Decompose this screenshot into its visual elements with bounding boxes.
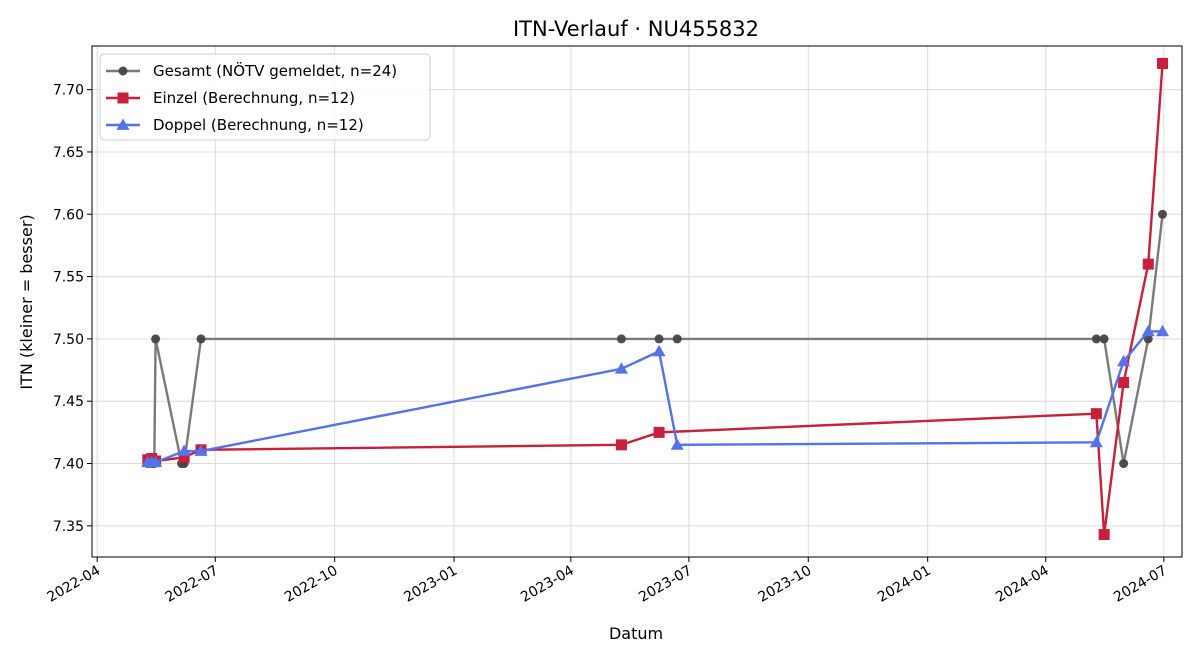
data-point-einzel	[1157, 57, 1169, 69]
data-point-gesamt	[1119, 459, 1129, 469]
data-point-doppel	[1117, 354, 1131, 367]
data-point-einzel	[615, 439, 627, 451]
legend-label-doppel: Doppel (Berechnung, n=12)	[153, 116, 364, 134]
data-point-doppel	[614, 362, 628, 374]
series-line-doppel	[147, 330, 1163, 464]
legend-label-einzel: Einzel (Berechnung, n=12)	[153, 89, 355, 107]
chart-title: ITN-Verlauf · NU455832	[513, 17, 759, 41]
x-tick-label: 2022-10	[282, 563, 341, 606]
x-tick-label: 2022-07	[163, 563, 222, 606]
data-point-gesamt	[1099, 334, 1109, 344]
data-point-einzel	[1118, 377, 1130, 389]
data-point-einzel	[1098, 529, 1110, 541]
series-doppel	[141, 324, 1170, 468]
legend-item-gesamt: Gesamt (NÖTV gemeldet, n=24)	[106, 61, 397, 80]
x-axis-label: Datum	[609, 624, 663, 643]
y-tick-label: 7.60	[53, 207, 84, 223]
data-point-einzel	[653, 426, 665, 438]
data-point-doppel	[1089, 435, 1103, 448]
data-point-einzel	[1142, 258, 1154, 270]
x-axis-ticks: 2022-04 2022-07 2022-10 2023-01 2023-04 2023-…	[45, 557, 1170, 606]
legend-box	[99, 53, 431, 141]
x-tick-label: 2023-01	[401, 563, 460, 606]
data-point-doppel	[652, 344, 666, 357]
data-point-doppel	[149, 455, 163, 468]
data-point-doppel	[1141, 324, 1155, 337]
x-tick-label: 2024-07	[1111, 563, 1170, 606]
y-tick-label: 7.55	[53, 270, 84, 286]
data-point-gesamt	[151, 334, 161, 344]
data-point-gesamt	[616, 334, 626, 344]
legend-item-einzel: Einzel (Berechnung, n=12)	[106, 89, 355, 107]
x-tick-label: 2023-07	[636, 563, 695, 606]
y-tick-label: 7.35	[53, 519, 84, 535]
y-axis-label: ITN (kleiner = besser)	[17, 214, 36, 389]
data-point-gesamt	[1091, 334, 1101, 344]
x-tick-label: 2022-04	[45, 563, 104, 606]
data-point-gesamt	[196, 334, 206, 344]
x-tick-label: 2023-04	[518, 563, 577, 606]
y-tick-label: 7.50	[53, 332, 84, 348]
data-point-einzel	[178, 451, 190, 463]
data-point-einzel	[1090, 408, 1102, 420]
data-point-doppel	[194, 444, 208, 456]
x-tick-label: 2024-04	[993, 563, 1052, 606]
y-axis-ticks: 7.35 7.40 7.45 7.50 7.55 7.60 7.65 7.70	[53, 83, 92, 535]
y-tick-label: 7.65	[53, 145, 84, 161]
data-point-doppel	[1156, 324, 1170, 337]
data-point-doppel	[177, 444, 191, 456]
data-point-gesamt	[654, 334, 664, 344]
legend-marker-einzel	[117, 92, 129, 104]
y-tick-label: 7.45	[53, 394, 84, 410]
data-point-gesamt	[672, 334, 682, 344]
plot-frame	[91, 45, 1183, 558]
y-tick-label: 7.70	[53, 83, 84, 99]
series-layer	[141, 57, 1170, 541]
legend-item-doppel: Doppel (Berechnung, n=12)	[106, 116, 364, 134]
data-point-doppel	[670, 438, 684, 450]
legend: Gesamt (NÖTV gemeldet, n=24) Einzel (Bere…	[99, 53, 431, 141]
x-tick-label: 2024-01	[875, 563, 934, 606]
legend-marker-doppel	[116, 118, 130, 130]
y-tick-label: 7.40	[53, 457, 84, 473]
legend-marker-gesamt	[118, 66, 128, 76]
data-point-gesamt	[1143, 334, 1153, 344]
x-tick-label: 2023-10	[756, 563, 815, 606]
legend-label-gesamt: Gesamt (NÖTV gemeldet, n=24)	[153, 61, 397, 80]
data-point-gesamt	[1158, 209, 1168, 219]
